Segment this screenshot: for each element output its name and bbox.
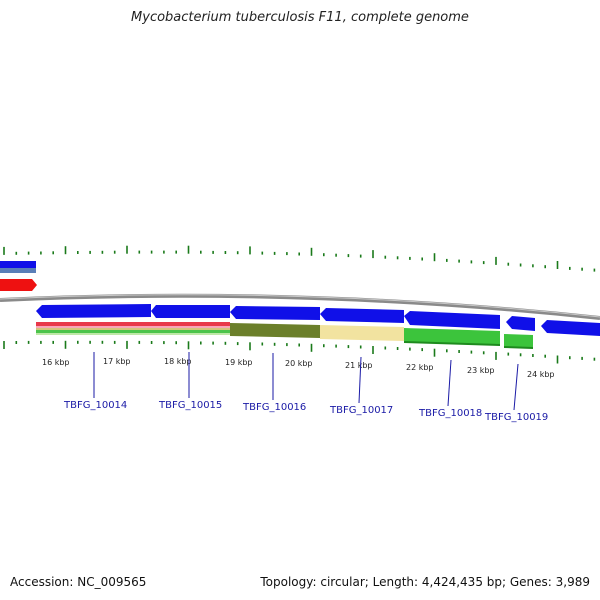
scale-label-20kbp: 20 kbp [285,359,313,368]
bottom-tick-row [3,340,596,364]
gene-label-tbfg-10019[interactable]: TBFG_10019 [484,412,548,423]
label-line-tbfg-10019 [513,363,519,411]
genome-stats-text: Topology: circular; Length: 4,424,435 bp… [260,575,590,589]
map-title: Mycobacterium tuberculosis F11, complete… [131,10,469,25]
feature-green[interactable] [404,328,500,345]
feature-green-small[interactable] [504,334,533,348]
gene-arrows[interactable] [36,304,600,336]
gene-label-lines [93,352,519,411]
top-tick-row [3,245,596,272]
backbone-line [0,293,600,320]
track-red [36,322,230,326]
gene-label-tbfg-10014[interactable]: TBFG_10014 [63,400,127,411]
gene-arrow-tbfg-10018[interactable] [404,311,500,329]
gene-label-tbfg-10017[interactable]: TBFG_10017 [329,405,393,416]
label-line-tbfg-10018 [447,359,452,407]
scale-label-17kbp: 17 kbp [103,357,131,366]
scale-label-22kbp: 22 kbp [406,363,434,372]
feature-tracks[interactable] [36,322,533,349]
track-light [36,333,230,335]
gene-track-left-steel [0,268,36,273]
gene-arrow-tbfg-10014[interactable] [36,304,151,318]
feature-tan[interactable] [320,325,404,341]
scale-label-18kbp: 18 kbp [164,357,192,366]
left-gene-fragments[interactable] [0,261,37,291]
gene-arrow-tbfg-10016[interactable] [230,306,320,320]
gene-label-tbfg-10016[interactable]: TBFG_10016 [242,402,306,413]
scale-label-24kbp: 24 kbp [527,370,555,379]
gene-labels[interactable]: TBFG_10014 TBFG_10015 TBFG_10016 TBFG_10… [63,400,548,423]
track-olive-base [36,328,230,330]
label-line-tbfg-10017 [358,356,362,404]
scale-label-21kbp: 21 kbp [345,361,373,370]
backbone-highlight [0,294,600,318]
gene-label-tbfg-10015[interactable]: TBFG_10015 [158,400,222,411]
feature-green-small-edge [504,346,533,349]
accession-text: Accession: NC_009565 [10,575,147,589]
track-green-base [36,330,230,333]
scale-label-19kbp: 19 kbp [225,358,253,367]
gene-arrow-tbfg-10015[interactable] [151,305,230,318]
gene-arrow-left-red[interactable] [0,279,37,291]
gene-arrow-tbfg-10019[interactable] [506,316,535,331]
gene-label-tbfg-10018[interactable]: TBFG_10018 [418,408,482,419]
scale-label-16kbp: 16 kbp [42,358,70,367]
scale-labels: 16 kbp 17 kbp 18 kbp 19 kbp 20 kbp 21 kb… [42,357,555,379]
gene-arrow-left-blue[interactable] [0,261,36,269]
gene-arrow-tbfg-10017[interactable] [320,308,404,323]
gene-arrow-next[interactable] [541,320,600,336]
feature-green-dark-edge [404,341,500,346]
track-pink [36,326,230,328]
feature-olive[interactable] [230,323,320,338]
scale-label-23kbp: 23 kbp [467,366,495,375]
